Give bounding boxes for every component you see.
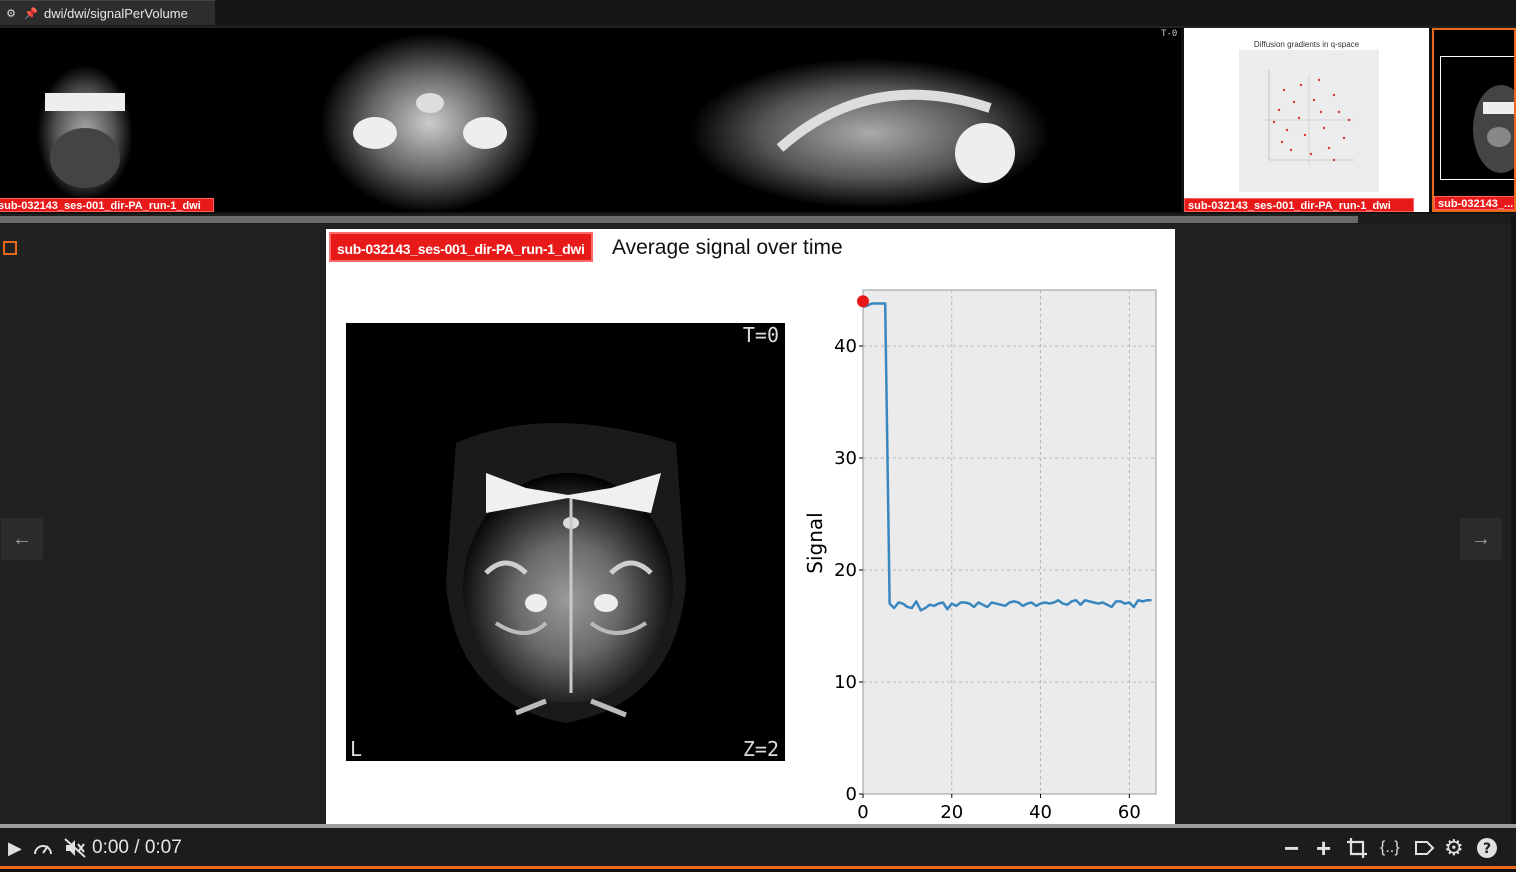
x-tick-label: 40 [1029, 802, 1052, 823]
slice-label: Z=2 [742, 737, 779, 761]
tab-title: dwi/dwi/signalPerVolume [44, 5, 188, 21]
y-axis-label: Signal [803, 512, 827, 573]
plus-icon: + [1316, 832, 1332, 863]
pin-icon[interactable]: 📌 [24, 7, 38, 20]
right-edge [1511, 215, 1516, 825]
select-checkbox[interactable] [3, 241, 17, 255]
label-button[interactable] [1414, 836, 1436, 860]
next-button[interactable]: → [1460, 518, 1502, 560]
y-tick-label: 30 [834, 448, 857, 469]
help-button[interactable]: ? [1476, 836, 1498, 860]
plot-area [862, 289, 1157, 795]
settings-button[interactable]: ⚙ [1444, 835, 1464, 860]
play-icon: ▶ [8, 837, 22, 858]
mri-slice-drawing [346, 323, 785, 761]
mri-slice-image: T=0 Z=2 L [346, 323, 785, 761]
y-tick-label: 10 [834, 672, 857, 693]
video-progress-bar[interactable] [0, 824, 1516, 828]
braces-icon: {..} [1380, 839, 1400, 856]
video-controls [0, 828, 1516, 868]
code-button[interactable]: {..} [1380, 836, 1400, 860]
previous-button[interactable]: ← [1, 518, 43, 560]
zoom-out-button[interactable]: − [1284, 833, 1299, 863]
label-icon [1415, 841, 1435, 855]
y-tick-label: 0 [846, 784, 857, 805]
mute-icon [64, 838, 86, 858]
thumbnail-selected-image [1440, 56, 1514, 180]
minus-icon: − [1284, 832, 1300, 863]
series-line-signal [862, 302, 1152, 612]
thumbnail-selected[interactable]: sub-032143_... [1432, 28, 1516, 212]
settings-icon[interactable]: ⚙ [6, 7, 16, 20]
svg-text:?: ? [1483, 841, 1491, 857]
x-tick-label: 0 [857, 802, 868, 823]
bottom-edge [0, 869, 1516, 872]
thumbnail-label: sub-032143_... [1434, 196, 1514, 210]
thumbnail-label: sub-032143_ses-001_dir-PA_run-1_dwi [0, 198, 214, 212]
thumbnail-strip: T-0 sub-032143_ses-001_dir-PA_run-1_dwi … [0, 28, 1516, 214]
subject-label: sub-032143_ses-001_dir-PA_run-1_dwi [329, 232, 593, 262]
zoom-in-button[interactable]: + [1316, 833, 1331, 863]
y-tick-label: 20 [834, 560, 857, 581]
time-label: T=0 [742, 323, 779, 347]
crop-button[interactable] [1346, 836, 1368, 860]
strip-scrollbar-thumb[interactable] [0, 216, 1358, 223]
arrow-left-icon: ← [12, 527, 32, 550]
speed-button[interactable] [32, 836, 54, 860]
arrow-right-icon: → [1471, 527, 1491, 550]
thumbnail-label: sub-032143_ses-001_dir-PA_run-1_dwi [1184, 198, 1414, 212]
tab-signal-per-volume[interactable]: ⚙ 📌 dwi/dwi/signalPerVolume [0, 0, 215, 25]
gear-icon: ⚙ [1444, 835, 1464, 860]
speed-icon [34, 845, 52, 855]
mri-thumbnail-image: T-0 [0, 28, 1181, 212]
x-tick-label: 60 [1118, 802, 1141, 823]
time-display: 0:00 / 0:07 [92, 837, 182, 858]
active-indicator [0, 866, 1516, 869]
top-bar [0, 0, 1516, 26]
y-tick-label: 40 [834, 336, 857, 357]
x-tick-label: 20 [940, 802, 963, 823]
mri-small-image [1473, 85, 1514, 173]
gradients-scatter-image [1239, 50, 1379, 192]
help-icon: ? [1477, 838, 1497, 858]
panel-title: Average signal over time [612, 236, 843, 259]
orientation-label: L [350, 737, 363, 761]
current-volume-marker [857, 295, 869, 308]
thumbnail-gradients[interactable]: Diffusion gradients in q-space sub-03214… [1184, 28, 1429, 212]
crop-icon [1347, 838, 1367, 858]
thumbnail-time-label: T-0 [1161, 29, 1177, 39]
play-button[interactable]: ▶ [8, 836, 22, 860]
mute-button[interactable] [64, 836, 86, 860]
thumbnail-gradients-title: Diffusion gradients in q-space [1253, 40, 1360, 49]
thumbnail-dwi-volume[interactable]: T-0 sub-032143_ses-001_dir-PA_run-1_dwi [0, 28, 1181, 212]
